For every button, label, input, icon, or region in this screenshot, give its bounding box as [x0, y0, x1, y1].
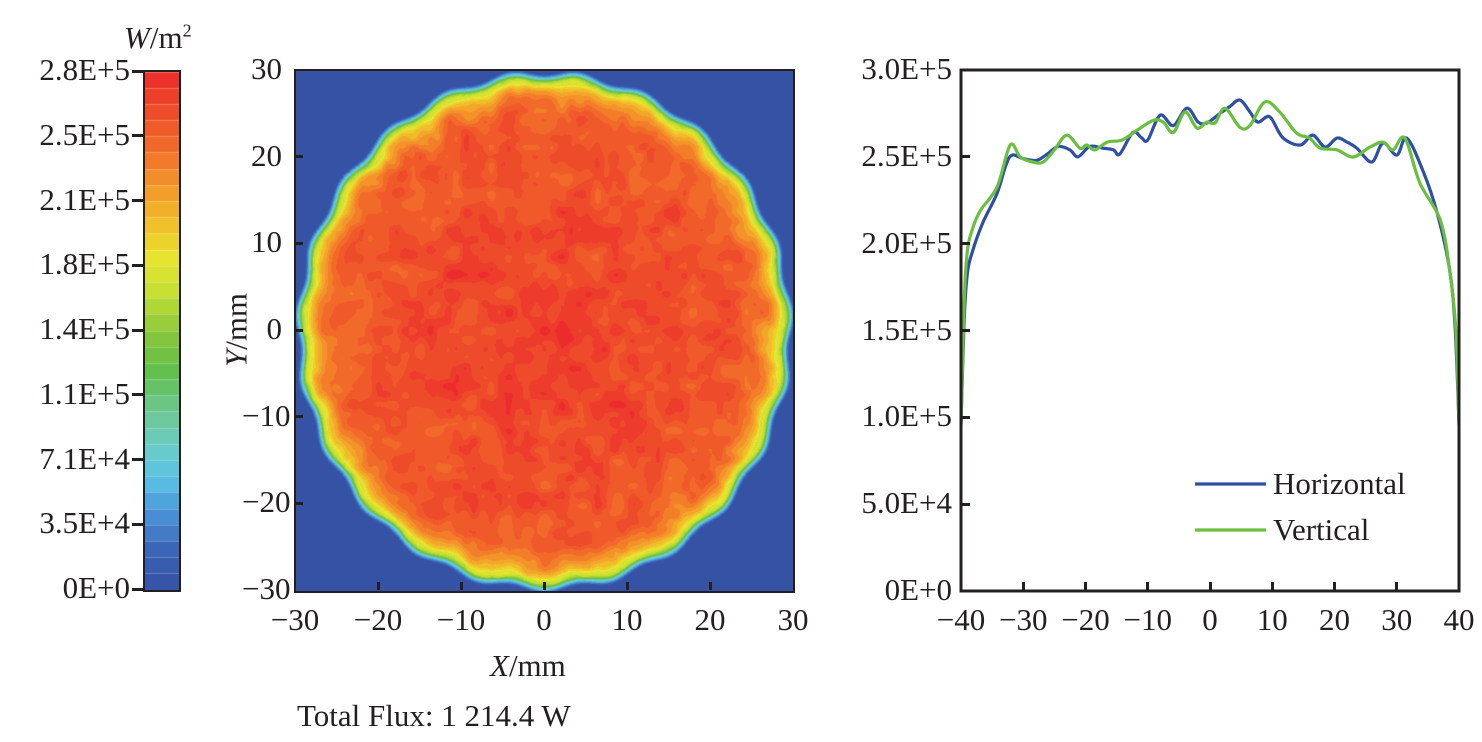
heatmap-y-tick	[295, 415, 303, 419]
colorbar-tick	[132, 134, 143, 138]
line-chart-frame	[959, 68, 1461, 593]
line-x-tick	[1270, 582, 1274, 591]
line-y-tick	[961, 329, 970, 332]
line-y-tick	[961, 502, 970, 506]
colorbar-unit-sup: 2	[182, 20, 192, 41]
heatmap-x-tick	[625, 582, 629, 590]
series-line-horizontal	[961, 98, 1459, 425]
line-y-tick-label: 1.0E+5	[861, 398, 952, 434]
heatmap-y-tick	[295, 241, 303, 245]
line-y-tick	[961, 242, 970, 246]
heatmap-x-tick	[376, 582, 380, 590]
line-x-tick-label: 20	[1319, 602, 1350, 637]
colorbar-tick	[132, 263, 143, 267]
colorbar-tick	[132, 458, 143, 461]
line-y-tick	[961, 155, 970, 159]
line-y-tick-label: 3.0E+5	[861, 51, 952, 86]
total-flux-annotation: Total Flux: 1 214.4 W	[297, 698, 571, 733]
colorbar-tick	[132, 199, 143, 202]
colorbar-unit-rest: /m	[149, 20, 183, 55]
heatmap-y-tick-label: 0	[266, 311, 283, 346]
heatmap-x-tick-label: 30	[777, 602, 809, 637]
heatmap-x-tick-label: 20	[694, 602, 726, 637]
line-x-tick	[1021, 582, 1025, 591]
heatmap-y-tick-label: 10	[251, 224, 282, 260]
heatmap-xlabel-rest: /mm	[508, 648, 566, 683]
heatmap-x-tick	[542, 582, 546, 590]
colorbar-gradient	[145, 72, 179, 590]
legend-label-horizontal: Horizontal	[1273, 466, 1406, 501]
heatmap-y-tick	[295, 328, 303, 332]
legend-label-vertical: Vertical	[1273, 512, 1370, 547]
line-x-tick-label: −30	[999, 602, 1048, 637]
heatmap-x-tick	[708, 582, 712, 590]
colorbar	[143, 70, 181, 592]
colorbar-tick	[132, 328, 143, 332]
heatmap-y-tick	[295, 501, 303, 505]
colorbar-tick	[132, 522, 143, 526]
line-y-tick-label: 1.5E+5	[861, 311, 952, 347]
heatmap-x-axis-title: X/mm	[490, 650, 566, 681]
colorbar-tick-label: 2.8E+5	[39, 52, 130, 87]
colorbar-tick-label: 1.4E+5	[39, 311, 130, 346]
series-group	[961, 98, 1459, 425]
flux-heatmap	[296, 71, 793, 591]
colorbar-tick	[132, 69, 143, 73]
colorbar-tick-label: 3.5E+4	[39, 505, 130, 541]
line-x-tick	[1395, 582, 1399, 591]
colorbar-tick-label: 7.1E+4	[39, 440, 130, 476]
colorbar-unit-italic: W	[124, 20, 150, 55]
heatmap-x-tick-label: 0	[536, 602, 552, 637]
colorbar-tick-label: 0E+0	[62, 570, 130, 605]
line-x-tick-label: 30	[1381, 602, 1413, 637]
heatmap-plot-area	[294, 69, 795, 593]
heatmap-x-tick-label: 10	[611, 602, 643, 637]
series-line-vertical	[961, 99, 1459, 425]
line-x-tick-label: −40	[936, 602, 986, 637]
line-x-tick-label: 40	[1443, 602, 1475, 637]
colorbar-tick	[132, 393, 143, 397]
colorbar-tick-label: 1.1E+5	[39, 375, 130, 411]
line-x-tick-label: −20	[1061, 602, 1110, 637]
heatmap-y-tick	[295, 155, 303, 159]
colorbar-tick	[132, 587, 143, 591]
line-x-tick	[1146, 582, 1150, 591]
colorbar-tick-label: 2.1E+5	[39, 181, 130, 217]
line-x-tick	[1333, 582, 1336, 591]
heatmap-x-tick-label: −10	[436, 602, 486, 637]
line-x-tick-label: −10	[1123, 602, 1172, 637]
colorbar-tick-label: 2.5E+5	[39, 116, 130, 152]
heatmap-xlabel-italic: X	[490, 648, 509, 683]
heatmap-x-tick-label: −30	[270, 602, 320, 637]
line-x-tick-label: 10	[1256, 602, 1288, 637]
line-y-tick-label: 0E+0	[884, 572, 952, 607]
colorbar-unit: W/m2	[124, 22, 192, 53]
line-y-tick	[961, 415, 970, 419]
heatmap-x-tick	[459, 582, 463, 590]
line-x-tick	[1084, 582, 1087, 591]
heatmap-y-tick-label: 30	[251, 51, 282, 86]
heatmap-x-tick-label: −20	[353, 602, 403, 637]
colorbar-tick-label: 1.8E+5	[39, 246, 130, 282]
line-x-tick-label: 0	[1202, 602, 1218, 637]
heatmap-y-tick-label: 20	[251, 137, 282, 173]
line-y-tick-label: 5.0E+4	[861, 485, 952, 521]
line-x-tick	[1208, 582, 1212, 591]
line-y-tick-label: 2.5E+5	[861, 137, 952, 173]
line-y-tick-label: 2.0E+5	[861, 224, 952, 260]
